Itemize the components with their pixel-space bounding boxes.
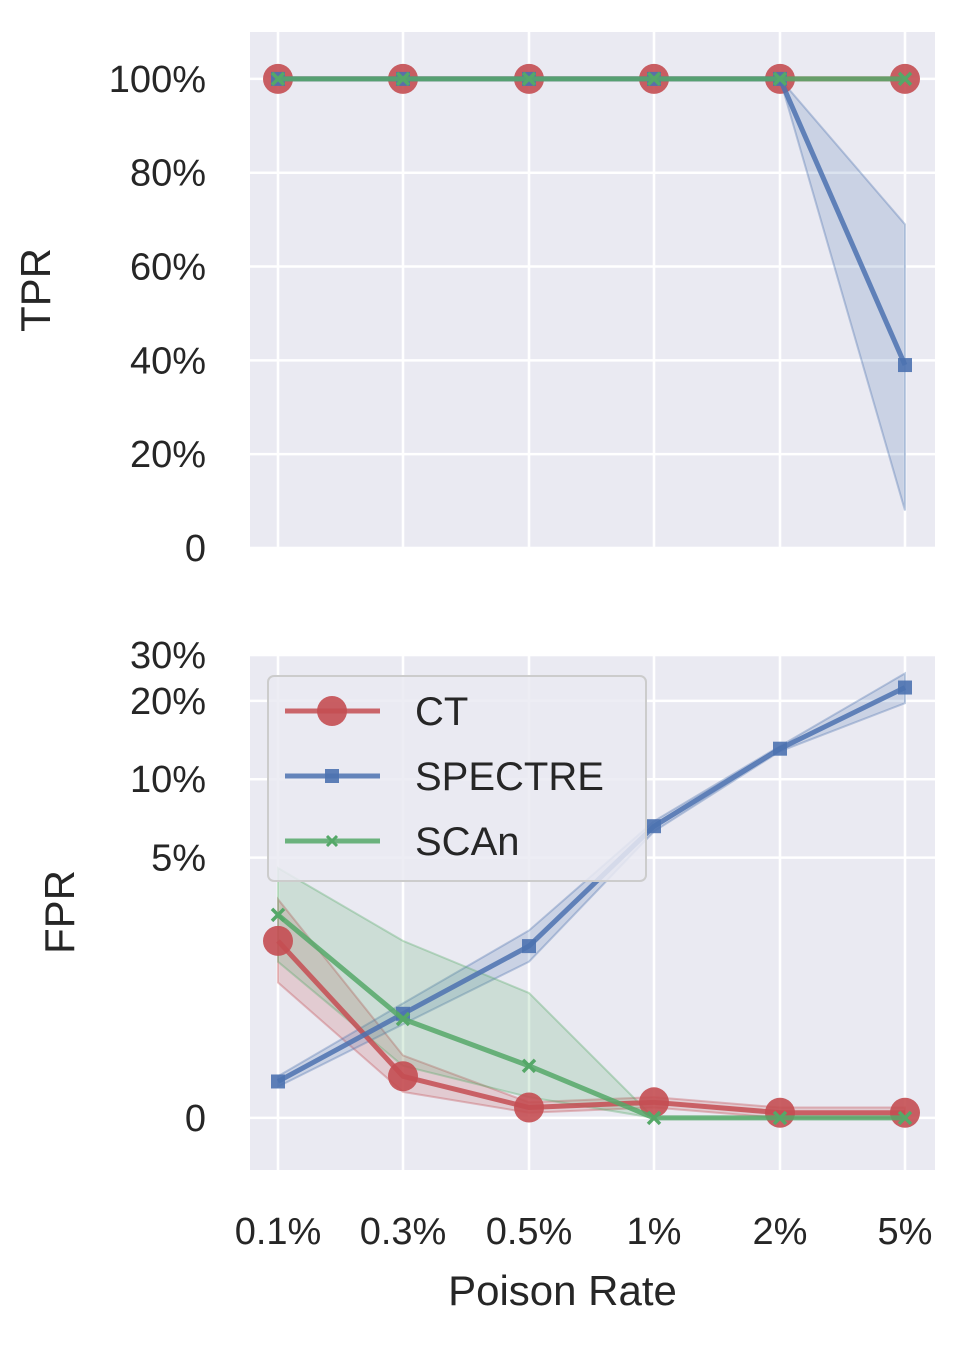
data-point-spectre	[898, 680, 912, 695]
y-tick-label: 20%	[130, 434, 206, 476]
data-point-spectre	[522, 939, 536, 954]
y-tick-label: 40%	[130, 340, 206, 382]
data-point-ct	[890, 1097, 920, 1128]
panel-tpr: 0 20% 40% 60% 80% 100% TPR	[12, 32, 935, 570]
data-point-ct	[388, 1061, 418, 1092]
y-tick-label: 0	[185, 1098, 206, 1140]
x-tick-label: 5%	[878, 1211, 933, 1253]
panel-fpr: 0 5% 10% 20%30% FPR 0.1% 0.3% 0.5% 1% 2% 5% Poison …	[36, 635, 935, 1314]
data-point-scan	[772, 71, 788, 87]
data-point-ct	[514, 1092, 544, 1123]
data-point-ct	[765, 1097, 795, 1128]
y-tick-label: 5%	[151, 838, 206, 880]
data-point-scan	[270, 71, 286, 87]
legend: CT SPECTRE SCAn	[267, 675, 647, 882]
y-tick-label: 10%	[130, 759, 206, 801]
data-point-scan	[395, 1011, 411, 1027]
data-point-scan	[521, 71, 537, 87]
data-point-spectre	[647, 819, 661, 834]
data-point-scan	[897, 1110, 913, 1126]
x-tick-label: 2%	[753, 1211, 808, 1253]
y-tick-label: 0	[185, 528, 206, 570]
y-axis-label: TPR	[12, 248, 59, 332]
legend-label-ct: CT	[415, 690, 468, 734]
data-point-scan	[897, 71, 913, 87]
legend-marker-scan	[325, 834, 339, 848]
data-point-scan	[646, 71, 662, 87]
data-point-spectre	[898, 358, 912, 373]
x-tick-label: 1%	[627, 1211, 682, 1253]
data-point-spectre	[773, 741, 787, 756]
x-tick-label: 0.3%	[360, 1211, 447, 1253]
data-point-spectre	[271, 1074, 285, 1089]
x-tick-label: 0.1%	[235, 1211, 322, 1253]
y-tick-label: 100%	[109, 59, 206, 101]
legend-label-spectre: SPECTRE	[415, 755, 604, 799]
x-tick-label: 0.5%	[486, 1211, 573, 1253]
y-tick-label: 80%	[130, 153, 206, 195]
series-line-scan	[276, 912, 905, 1121]
legend-marker-ct	[317, 696, 347, 726]
series-line-ct	[276, 939, 905, 1116]
y-tick-label: 20%	[130, 681, 206, 723]
y-tick-label: 60%	[130, 247, 206, 289]
series-line-spectre	[276, 685, 907, 1084]
legend-box	[267, 675, 647, 882]
data-point-ct	[639, 1087, 669, 1118]
data-point-scan	[521, 1058, 537, 1074]
data-point-scan	[646, 1110, 662, 1126]
data-point-scan	[395, 71, 411, 87]
plot-area	[250, 32, 935, 548]
y-tick-label: 30%	[130, 635, 206, 677]
legend-label-scan: SCAn	[415, 820, 520, 864]
x-axis-label: Poison Rate	[448, 1267, 677, 1314]
data-point-scan	[772, 1110, 788, 1126]
data-point-scan	[270, 907, 286, 923]
data-point-ct	[263, 925, 293, 956]
legend-marker-spectre	[325, 769, 339, 783]
y-axis-label: FPR	[36, 870, 83, 954]
